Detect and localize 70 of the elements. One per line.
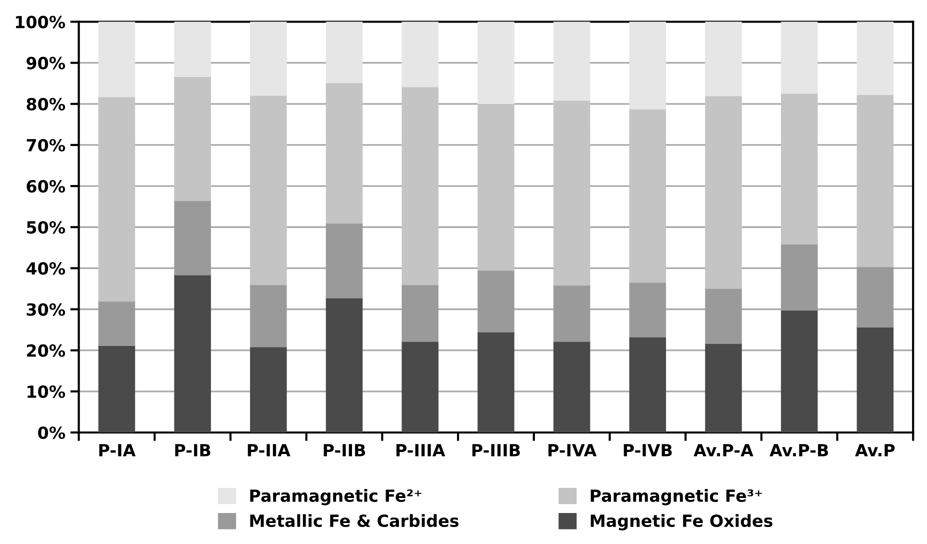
bar xyxy=(326,22,363,84)
y-tick-label: 10% xyxy=(28,385,66,398)
bar xyxy=(250,22,287,96)
bar xyxy=(780,22,818,94)
bar xyxy=(98,22,136,98)
bar xyxy=(478,102,514,271)
x-tick-label: Av.P-A xyxy=(694,444,754,456)
y-tick-label: 40% xyxy=(26,262,66,275)
bar xyxy=(629,336,666,432)
bar xyxy=(402,22,438,88)
x-tick-label: P-IVA xyxy=(548,444,597,456)
y-tick-label: 30% xyxy=(26,303,66,316)
bar xyxy=(478,270,514,332)
bar xyxy=(250,284,287,348)
bar xyxy=(856,22,894,96)
y-tick-label: 90% xyxy=(26,56,66,70)
legend-label: Magnetic Fe Oxides xyxy=(590,514,772,530)
bar xyxy=(629,282,666,338)
bar xyxy=(478,331,514,432)
bar xyxy=(553,22,590,101)
x-tick-label: P-IIB xyxy=(324,444,366,456)
bar xyxy=(98,300,136,346)
y-tick-label: 60% xyxy=(26,180,66,193)
y-tick-label: 70% xyxy=(26,138,66,152)
x-tick-label: Av.P-B xyxy=(770,444,828,456)
x-tick-label: P-IIIB xyxy=(472,444,520,456)
bar xyxy=(98,96,136,302)
bar xyxy=(856,94,894,268)
bar xyxy=(856,266,894,328)
x-tick-label: P-IVB xyxy=(624,444,672,456)
y-tick-label: 100% xyxy=(16,16,66,28)
y-tick-label: 20% xyxy=(27,344,66,357)
x-tick-label: P-IIA xyxy=(248,444,290,456)
bar xyxy=(326,222,363,298)
bar xyxy=(553,340,590,432)
bar xyxy=(780,243,818,311)
bar xyxy=(705,95,742,289)
bar xyxy=(326,297,363,432)
bar xyxy=(250,94,287,286)
bar xyxy=(705,288,742,344)
bar xyxy=(174,274,211,432)
x-tick-label: P-IA xyxy=(99,444,136,456)
legend-label: Paramagnetic Fe³⁺ xyxy=(590,489,762,506)
bar xyxy=(402,284,438,342)
bar xyxy=(402,86,438,286)
bar xyxy=(174,22,211,77)
legend-label: Metallic Fe & Carbides xyxy=(250,514,458,528)
y-tick-label: 0% xyxy=(38,426,66,440)
bar xyxy=(174,76,211,201)
bar xyxy=(629,108,666,283)
bar xyxy=(780,92,818,245)
bar xyxy=(98,344,136,432)
bar xyxy=(174,200,211,276)
bar xyxy=(553,100,590,286)
bar xyxy=(629,22,666,110)
x-tick-label: Av.P xyxy=(855,444,895,456)
x-tick-label: P-IB xyxy=(175,444,210,456)
bar xyxy=(326,82,363,224)
legend-label: Paramagnetic Fe²⁺ xyxy=(250,489,422,506)
bar xyxy=(705,342,742,432)
bar xyxy=(780,310,818,432)
bar xyxy=(553,284,590,342)
bar xyxy=(856,326,894,432)
bar xyxy=(402,340,438,432)
y-tick-label: 80% xyxy=(26,98,66,110)
y-tick-label: 50% xyxy=(26,221,66,234)
bar xyxy=(250,346,287,432)
bar xyxy=(478,22,514,104)
x-tick-label: P-IIIA xyxy=(396,444,446,456)
bar xyxy=(705,22,742,96)
